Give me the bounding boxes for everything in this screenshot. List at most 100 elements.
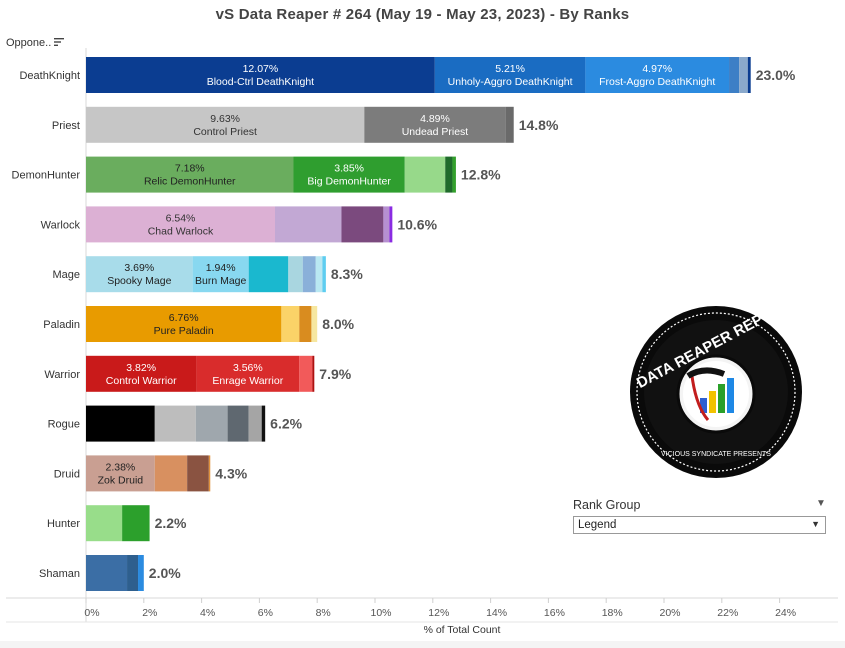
segment-percent-label: 3.69%: [124, 262, 154, 274]
bar-segment: [86, 306, 282, 342]
bar-segment: [86, 156, 294, 193]
segment-archetype-label: Control Priest: [193, 126, 257, 138]
segment-percent-label: 5.21%: [495, 63, 525, 75]
rank-group-value: Legend: [578, 519, 617, 531]
x-tick-label: 22%: [717, 607, 738, 619]
rank-group-dropdown[interactable]: Legend ▼: [573, 516, 826, 534]
bar-segment: [322, 256, 326, 293]
bar-segment: [86, 405, 155, 442]
logo-subtext: VICIOUS SYNDICATE PRESENTS: [661, 451, 771, 458]
segment-percent-label: 2.38%: [106, 461, 136, 473]
bar-segment: [445, 156, 453, 193]
bar-segment: [248, 405, 262, 442]
bar-segment: [86, 455, 155, 492]
bar-segment: [227, 405, 249, 442]
segment-archetype-label: Blood-Ctrl DeathKnight: [207, 76, 314, 88]
x-tick-label: 14%: [486, 607, 507, 619]
bar-segment: [505, 106, 514, 143]
bar-segment: [86, 355, 197, 392]
bar-segment: [434, 57, 586, 93]
segment-archetype-label: Unholy-Aggro DeathKnight: [448, 76, 573, 88]
x-tick-label: 20%: [659, 607, 680, 619]
class-total-label: 2.2%: [155, 515, 187, 531]
chevron-down-icon: ▼: [811, 519, 820, 529]
bar-segment: [86, 256, 193, 293]
class-total-label: 12.8%: [461, 167, 501, 183]
segment-archetype-label: Enrage Warrior: [212, 375, 283, 387]
class-label: Warrior: [44, 369, 80, 381]
segment-archetype-label: Pure Paladin: [154, 325, 214, 337]
class-total-label: 6.2%: [270, 416, 302, 432]
bar-segment: [452, 156, 456, 193]
x-tick-label: 8%: [316, 607, 331, 619]
segment-archetype-label: Undead Priest: [402, 126, 469, 138]
bar-segment: [739, 57, 748, 93]
bar-segment: [275, 206, 342, 243]
class-total-label: 8.3%: [331, 266, 363, 282]
bar-segment: [315, 256, 323, 293]
bar-segment: [122, 505, 150, 542]
class-total-label: 23.0%: [756, 67, 796, 83]
bar-segment: [341, 206, 384, 243]
segment-percent-label: 9.63%: [210, 113, 240, 125]
bar-segment: [127, 555, 139, 591]
segment-archetype-label: Spooky Mage: [107, 275, 171, 287]
segment-percent-label: 3.82%: [126, 362, 156, 374]
bar-segment: [729, 57, 740, 93]
bar-segment: [281, 306, 300, 342]
class-total-label: 4.3%: [215, 465, 247, 481]
bar-segment: [293, 156, 405, 193]
chart-title: vS Data Reaper # 264 (May 19 - May 23, 2…: [215, 6, 630, 23]
bar-segment: [302, 256, 316, 293]
segment-percent-label: 6.54%: [166, 212, 196, 224]
bottom-strip: [0, 641, 845, 648]
bar-segment: [311, 306, 318, 342]
x-tick-label: 16%: [544, 607, 565, 619]
bar-segment: [288, 256, 303, 293]
segment-percent-label: 7.18%: [175, 163, 205, 175]
x-tick-label: 4%: [200, 607, 215, 619]
segment-archetype-label: Burn Mage: [195, 275, 247, 287]
class-total-label: 10.6%: [397, 216, 437, 232]
segment-percent-label: 4.97%: [642, 63, 672, 75]
bar-segment: [138, 555, 144, 591]
bar-segment: [383, 206, 390, 243]
segment-archetype-label: Chad Warlock: [148, 225, 214, 237]
bar-segment: [364, 106, 506, 143]
rank-group-menu-icon[interactable]: ▼: [816, 498, 826, 509]
class-label: Warlock: [41, 219, 81, 231]
bar-segment: [86, 505, 123, 542]
bar-segment: [312, 355, 315, 392]
segment-archetype-label: Zok Druid: [98, 474, 144, 486]
bar-segment: [299, 355, 313, 392]
x-tick-label: 12%: [428, 607, 449, 619]
bar-segment: [192, 256, 249, 293]
segment-archetype-label: Big DemonHunter: [307, 176, 391, 188]
class-label: Mage: [52, 269, 80, 281]
bar-segment: [299, 306, 312, 342]
class-label: Druid: [54, 468, 80, 480]
bar-segment: [86, 555, 128, 591]
segment-percent-label: 6.76%: [169, 312, 199, 324]
segment-archetype-label: Control Warrior: [106, 375, 177, 387]
bar-segment: [389, 206, 393, 243]
segment-percent-label: 1.94%: [206, 262, 236, 274]
x-tick-label: 0%: [84, 607, 99, 619]
bar-segment: [747, 57, 751, 93]
opponent-column-header[interactable]: Oppone..: [6, 37, 52, 49]
class-label: DeathKnight: [19, 70, 80, 82]
class-total-label: 14.8%: [519, 117, 559, 133]
bar-segment: [248, 256, 289, 293]
x-tick-label: 24%: [775, 607, 796, 619]
class-total-label: 8.0%: [322, 316, 354, 332]
class-label: DemonHunter: [12, 170, 81, 182]
bar-segment: [187, 455, 209, 492]
data-reaper-report-logo: DATA REAPER REPORT VICIOUS SYNDICATE PRE…: [630, 306, 802, 478]
bar-segment: [86, 57, 435, 93]
bar-segment: [154, 405, 196, 442]
segment-percent-label: 3.85%: [334, 163, 364, 175]
sort-icon[interactable]: [54, 37, 64, 47]
bar-segment: [208, 455, 211, 492]
bar-segment: [195, 405, 228, 442]
x-tick-label: 18%: [602, 607, 623, 619]
